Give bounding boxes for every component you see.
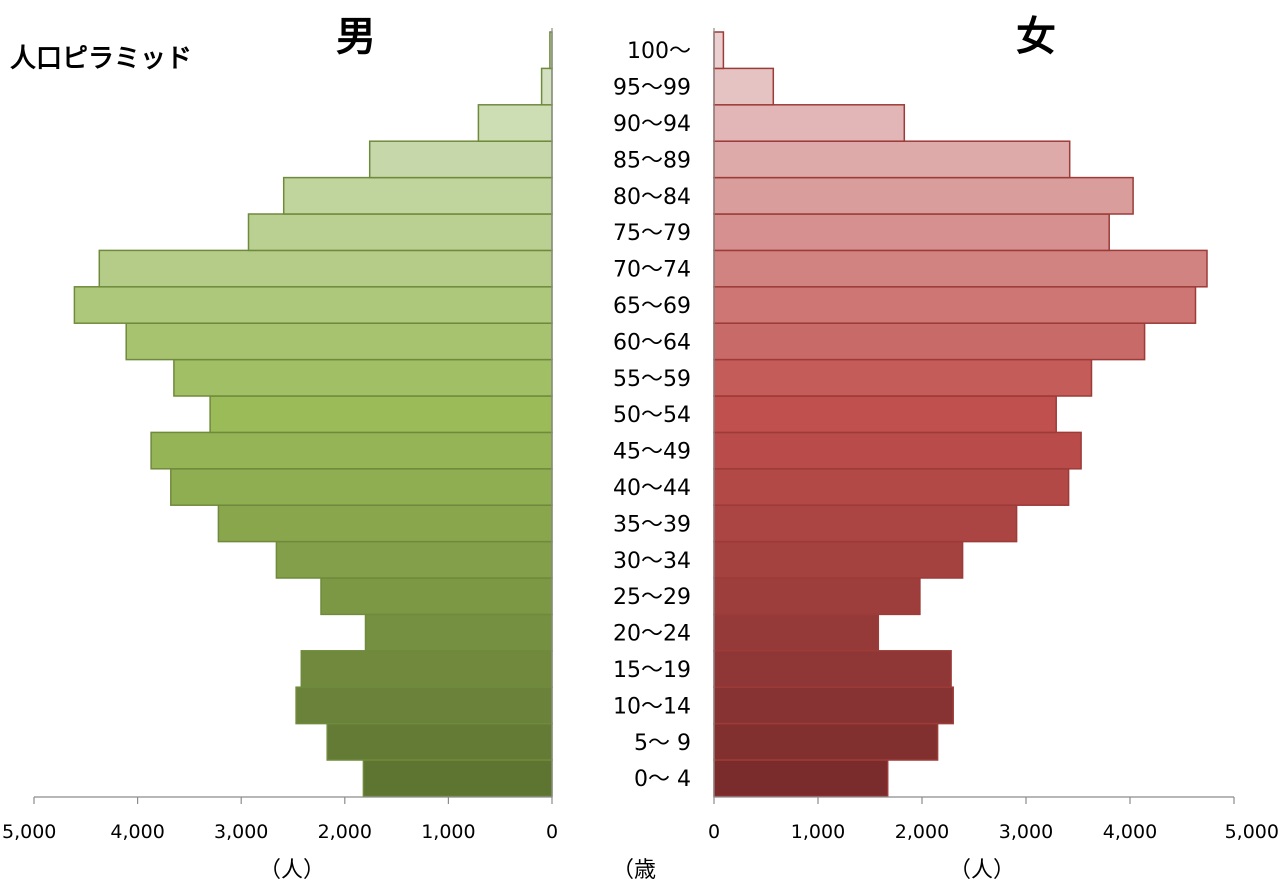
female-bar-60〜64 bbox=[713, 322, 1146, 361]
female-bar-15〜19 bbox=[713, 650, 952, 688]
male-bar-90〜94 bbox=[477, 104, 553, 142]
male-bar-80〜84 bbox=[282, 176, 553, 215]
female-bar-40〜44 bbox=[713, 468, 1070, 506]
age-label: 55〜59 bbox=[613, 367, 691, 392]
age-label: 40〜44 bbox=[613, 476, 691, 501]
male-bar-85〜89 bbox=[368, 140, 553, 179]
chart-title: 人口ピラミッド bbox=[10, 44, 193, 74]
male-bar-35〜39 bbox=[217, 504, 553, 543]
female-bar-70〜74 bbox=[713, 249, 1208, 288]
female-tick-label: 0 bbox=[708, 821, 720, 843]
age-label: 35〜39 bbox=[613, 512, 691, 537]
female-bar-75〜79 bbox=[713, 213, 1110, 252]
age-label: 75〜79 bbox=[613, 221, 691, 246]
female-tick-label: 2,000 bbox=[895, 821, 949, 843]
male-tick-label: 3,000 bbox=[214, 821, 268, 843]
female-bar-85〜89 bbox=[713, 140, 1071, 179]
female-bar-55〜59 bbox=[713, 358, 1093, 397]
male-tick-label: 4,000 bbox=[110, 821, 164, 843]
age-axis-label: （歳 bbox=[612, 858, 656, 883]
male-bars bbox=[73, 31, 553, 798]
age-label: 85〜89 bbox=[613, 148, 691, 173]
male-tick-label: 1,000 bbox=[421, 821, 475, 843]
age-label: 50〜54 bbox=[613, 403, 691, 428]
female-bar-25〜29 bbox=[713, 577, 921, 616]
female-bar-5〜9 bbox=[713, 722, 939, 761]
male-bar-60〜64 bbox=[125, 322, 553, 361]
male-x-axis-label: （人） bbox=[259, 858, 325, 883]
male-bar-5〜9 bbox=[326, 722, 553, 761]
male-bar-10〜14 bbox=[295, 686, 553, 725]
age-label: 100〜 bbox=[627, 39, 691, 64]
male-bar-40〜44 bbox=[170, 468, 553, 506]
female-bar-80〜84 bbox=[713, 176, 1134, 215]
female-bar-20〜24 bbox=[713, 613, 880, 652]
female-bar-45〜49 bbox=[713, 431, 1082, 470]
male-bar-15〜19 bbox=[300, 650, 553, 688]
female-bar-50〜54 bbox=[713, 395, 1057, 434]
male-bar-95〜99 bbox=[540, 67, 553, 106]
age-label: 10〜14 bbox=[613, 694, 691, 719]
male-tick-label: 2,000 bbox=[318, 821, 372, 843]
age-label: 20〜24 bbox=[613, 622, 691, 647]
age-label: 90〜94 bbox=[613, 112, 691, 137]
age-label: 30〜34 bbox=[613, 549, 691, 574]
male-tick-label: 5,000 bbox=[2, 821, 56, 843]
age-label: 0〜 4 bbox=[634, 767, 691, 792]
female-bar-100〜 bbox=[713, 31, 725, 70]
male-bar-30〜34 bbox=[275, 540, 553, 579]
age-label: 25〜29 bbox=[613, 585, 691, 610]
axes: 0 0 1,000 1,000 2,000 2,000 3,000 3,000 4,000 4,0… bbox=[2, 28, 1279, 883]
female-x-axis-label: （人） bbox=[949, 858, 1015, 883]
age-label: 60〜64 bbox=[613, 330, 691, 355]
age-label: 70〜74 bbox=[613, 258, 691, 283]
age-label: 65〜69 bbox=[613, 294, 691, 319]
female-bar-30〜34 bbox=[713, 540, 964, 579]
female-tick-label: 1,000 bbox=[791, 821, 845, 843]
male-bar-70〜74 bbox=[98, 249, 553, 288]
female-bar-10〜14 bbox=[713, 686, 954, 725]
male-bar-45〜49 bbox=[150, 431, 553, 470]
male-bar-25〜29 bbox=[320, 577, 553, 616]
female-label: 女 bbox=[1016, 14, 1056, 60]
age-label: 95〜99 bbox=[613, 76, 691, 101]
age-label: 45〜49 bbox=[613, 440, 691, 465]
male-bar-65〜69 bbox=[73, 286, 553, 324]
age-label: 80〜84 bbox=[613, 185, 691, 210]
male-bar-20〜24 bbox=[364, 613, 553, 652]
female-bar-35〜39 bbox=[713, 504, 1018, 543]
female-tick-label: 4,000 bbox=[1103, 821, 1157, 843]
male-bar-0〜4 bbox=[362, 759, 553, 798]
male-label: 男 bbox=[336, 14, 376, 60]
female-bar-0〜4 bbox=[713, 759, 889, 798]
male-bar-75〜79 bbox=[247, 213, 553, 252]
female-bar-65〜69 bbox=[713, 286, 1197, 324]
age-labels: 0〜 4 5〜 9 10〜14 15〜19 20〜24 25〜29 30〜34 35〜39 40… bbox=[613, 39, 691, 792]
female-bar-90〜94 bbox=[713, 104, 906, 142]
male-bar-50〜54 bbox=[209, 395, 553, 434]
age-label: 5〜 9 bbox=[634, 731, 691, 756]
age-label: 15〜19 bbox=[613, 658, 691, 683]
female-tick-label: 3,000 bbox=[999, 821, 1053, 843]
female-tick-label: 5,000 bbox=[1225, 821, 1279, 843]
female-bars bbox=[713, 31, 1208, 798]
male-bar-55〜59 bbox=[173, 358, 553, 397]
male-tick-label: 0 bbox=[546, 821, 558, 843]
female-bar-95〜99 bbox=[713, 67, 775, 106]
